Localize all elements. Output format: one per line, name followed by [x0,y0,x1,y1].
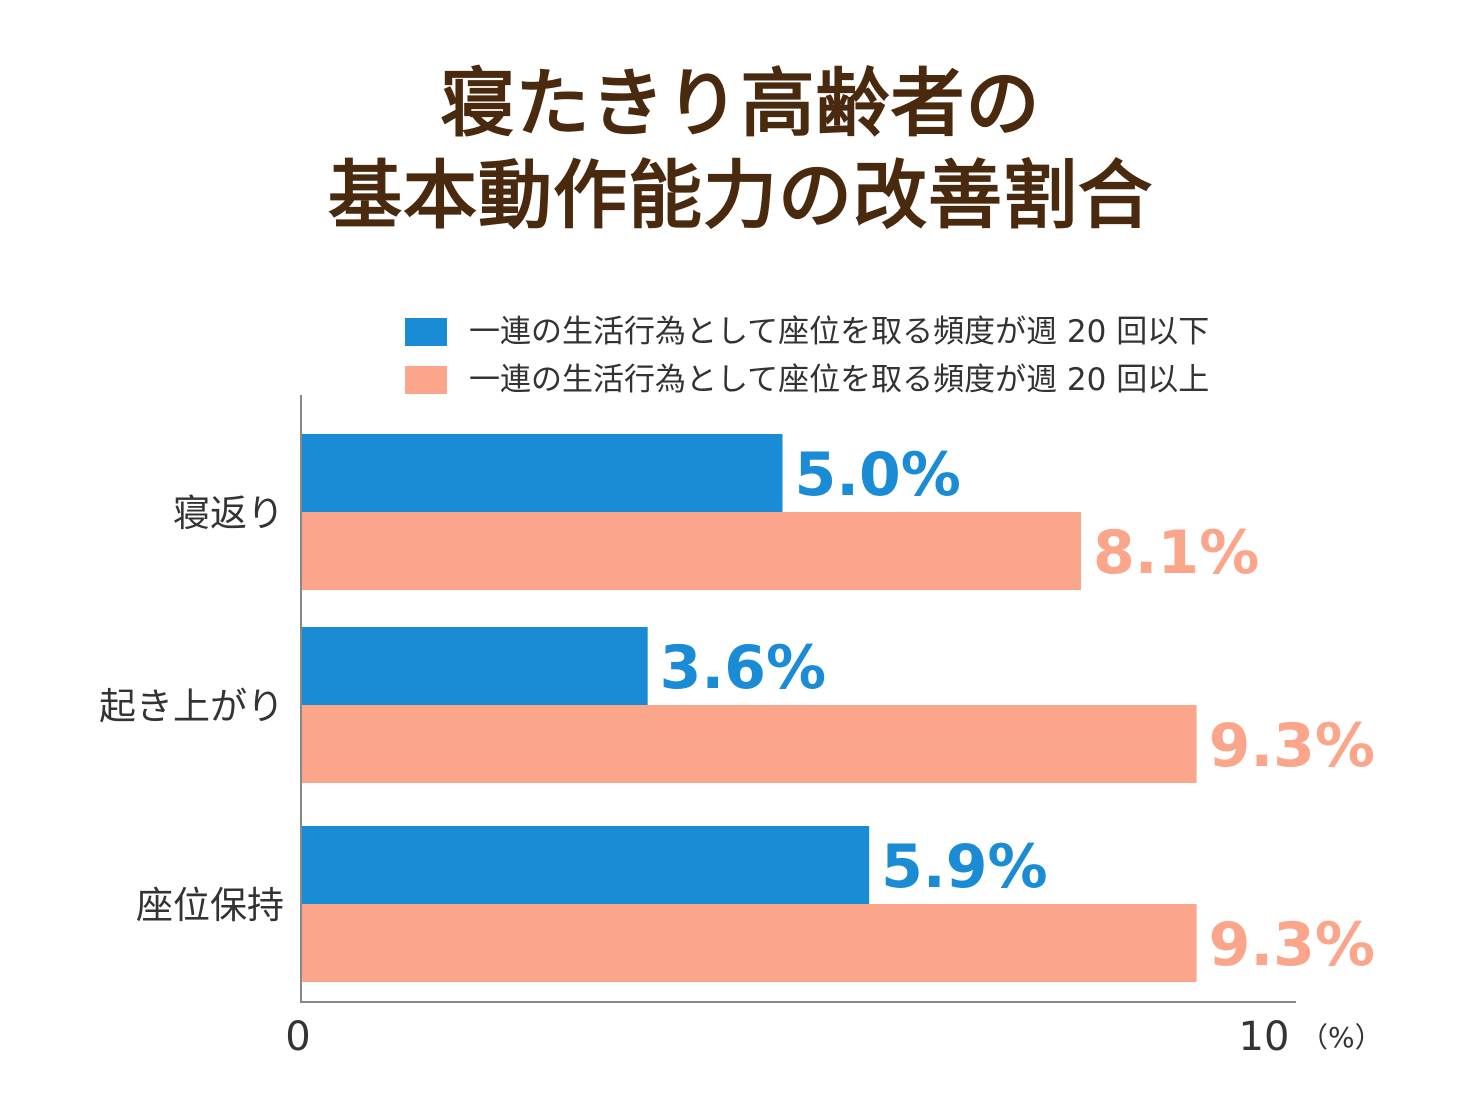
x-axis-unit: （%） [1300,1021,1383,1054]
value-label-series-2-category-1: 9.3% [1209,711,1375,781]
chart-title: 寝たきり高齢者の 基本動作能力の改善割合 [0,58,1481,242]
chart-title-line-1: 寝たきり高齢者の [440,61,1041,147]
category-label-2: 座位保持 [136,884,284,927]
legend-item-series-2: 一連の生活行為として座位を取る頻度が週 20 回以上 [405,356,1209,404]
x-tick-label-10: 10 [1239,1014,1290,1060]
bar-series-2-category-2 [301,904,1197,982]
bar-series-1-category-2 [301,826,870,904]
value-label-series-2-category-2: 9.3% [1209,910,1375,980]
bars-group: 寝返り 5.0% 8.1% 起き上がり 3.6% 9.3% 座位保持 5.9% 9.3% [99,434,1375,982]
legend-item-series-1: 一連の生活行為として座位を取る頻度が週 20 回以下 [405,308,1209,356]
value-label-series-1-category-0: 5.0% [795,440,961,510]
value-label-series-1-category-2: 5.9% [881,832,1047,902]
legend-swatch-series-1 [405,318,447,346]
legend-label-series-2: 一連の生活行為として座位を取る頻度が週 20 回以上 [469,362,1210,398]
legend-swatch-series-2 [405,366,447,394]
bar-series-1-category-0 [301,434,783,512]
bar-series-1-category-1 [301,627,648,705]
value-label-series-1-category-1: 3.6% [660,633,826,703]
value-label-series-2-category-0: 8.1% [1093,518,1259,588]
chart-title-line-2: 基本動作能力の改善割合 [328,153,1153,239]
legend: 一連の生活行為として座位を取る頻度が週 20 回以下 一連の生活行為として座位を… [405,308,1209,404]
bar-series-2-category-1 [301,705,1197,783]
category-label-0: 寝返り [173,492,284,535]
x-tick-label-0: 0 [285,1014,310,1060]
legend-label-series-1: 一連の生活行為として座位を取る頻度が週 20 回以下 [469,314,1210,350]
category-label-1: 起き上がり [99,685,284,728]
bar-series-2-category-0 [301,512,1082,590]
